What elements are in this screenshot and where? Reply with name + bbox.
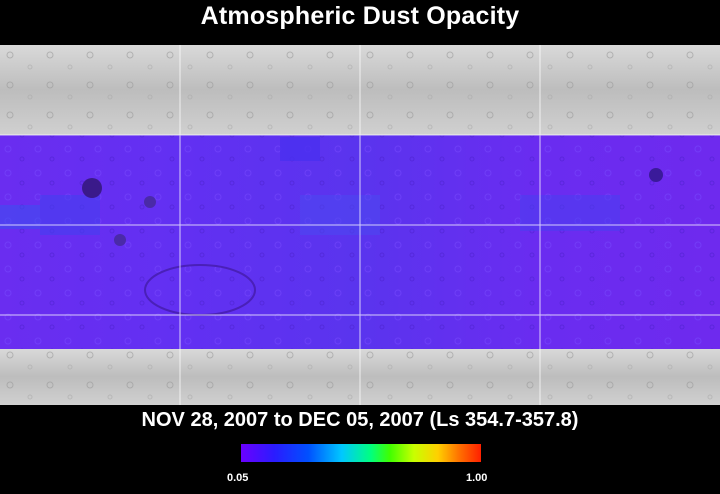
mars-map <box>0 45 720 405</box>
colorbar-max-label: 1.00 <box>466 472 488 484</box>
olympus-mons-feature <box>82 178 102 198</box>
colorbar-min-label: 0.05 <box>227 472 249 484</box>
map-grid <box>0 45 720 405</box>
date-range-label: NOV 28, 2007 to DEC 05, 2007 (Ls 354.7-3… <box>141 409 579 431</box>
opacity-colorbar <box>241 444 481 462</box>
map-title: Atmospheric Dust Opacity <box>200 2 520 30</box>
mars-map-svg <box>0 45 720 405</box>
